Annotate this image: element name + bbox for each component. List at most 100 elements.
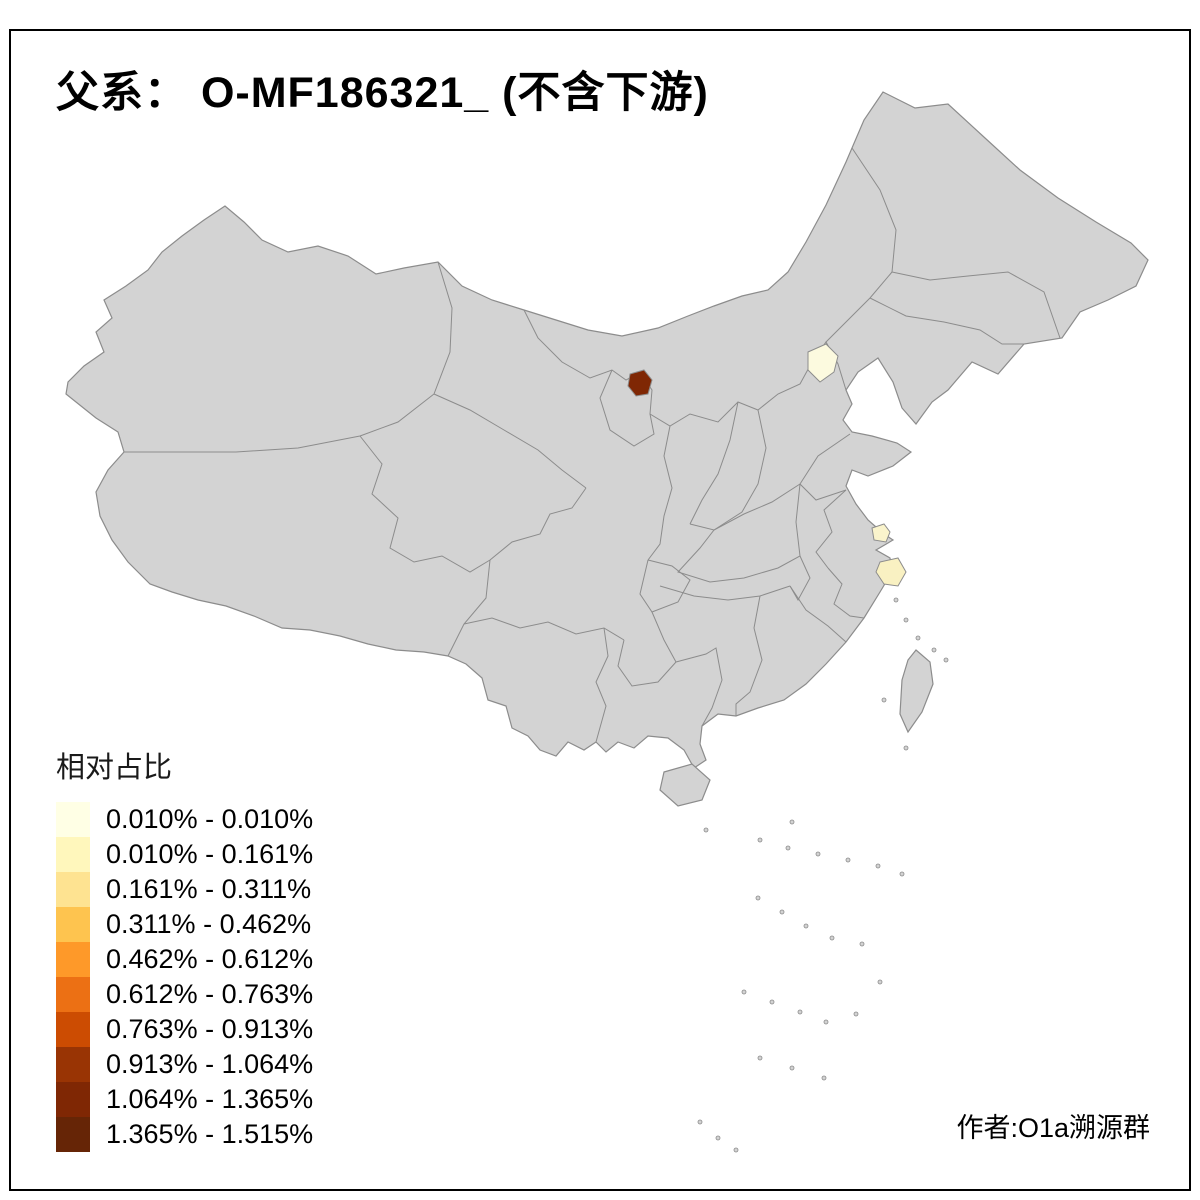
small-island — [779, 909, 785, 915]
legend-item-label: 0.913% - 1.064% — [106, 1049, 314, 1079]
small-island — [785, 845, 791, 851]
coastal-and-south-china-sea-islands — [697, 597, 949, 1153]
legend-item-label: 0.010% - 0.161% — [106, 839, 314, 869]
legend: 相对占比 0.010% - 0.010% 0.010% - 0.161% 0.1… — [56, 744, 313, 1152]
province-border — [124, 435, 361, 453]
province-border — [827, 567, 865, 619]
province-border — [677, 483, 801, 583]
hainan-island — [659, 763, 711, 807]
small-island — [931, 647, 937, 653]
province-border — [689, 401, 739, 525]
province-border — [689, 409, 767, 531]
small-island — [815, 851, 821, 857]
small-island — [757, 1055, 763, 1061]
small-island — [703, 827, 709, 833]
province-border — [675, 647, 723, 727]
small-island — [899, 871, 905, 877]
legend-swatch — [56, 1082, 90, 1117]
legend-swatch — [56, 802, 90, 837]
small-island — [915, 635, 921, 641]
legend-item-label: 0.763% - 0.913% — [106, 1014, 314, 1044]
province-border — [433, 393, 587, 489]
small-island — [823, 1019, 829, 1025]
small-island — [893, 597, 899, 603]
province-border — [447, 559, 491, 657]
small-island — [903, 745, 909, 751]
small-island — [697, 1119, 703, 1125]
small-island — [789, 1065, 795, 1071]
region-beijing — [807, 343, 839, 383]
small-island — [875, 863, 881, 869]
highlighted-regions — [627, 343, 907, 587]
legend-item: 0.612% - 0.763% — [56, 977, 313, 1012]
province-border — [789, 585, 847, 643]
small-island — [821, 1075, 827, 1081]
small-island — [943, 657, 949, 663]
small-island — [877, 979, 883, 985]
legend-swatch — [56, 907, 90, 942]
legend-swatch — [56, 942, 90, 977]
province-border — [789, 555, 811, 602]
region-ningxia — [627, 369, 653, 397]
small-island — [803, 923, 809, 929]
china-landmass — [65, 91, 1149, 807]
province-border — [891, 271, 1061, 339]
legend-item-label: 0.612% - 0.763% — [106, 979, 314, 1009]
legend-swatch — [56, 1012, 90, 1047]
legend-item-label: 0.161% - 0.311% — [106, 874, 312, 904]
province-border — [869, 297, 1024, 345]
province-border — [489, 487, 587, 561]
legend-item: 0.311% - 0.462% — [56, 907, 313, 942]
legend-item: 0.010% - 0.010% — [56, 802, 313, 837]
small-island — [859, 941, 865, 947]
legend-item-label: 0.010% - 0.010% — [106, 804, 314, 834]
legend-swatch — [56, 977, 90, 1012]
small-island — [757, 837, 763, 843]
province-border — [617, 639, 677, 687]
legend-item: 0.462% - 0.612% — [56, 942, 313, 977]
legend-item-label: 0.462% - 0.612% — [106, 944, 314, 974]
small-island — [715, 1135, 721, 1141]
small-island — [741, 989, 747, 995]
small-island — [789, 819, 795, 825]
province-border — [815, 489, 847, 569]
china-mainland-outline — [65, 91, 1149, 769]
province-border — [599, 369, 655, 447]
legend-item: 0.010% - 0.161% — [56, 837, 313, 872]
region-zhejiang — [875, 557, 907, 587]
legend-item: 0.763% - 0.913% — [56, 1012, 313, 1047]
legend-swatch — [56, 872, 90, 907]
small-island — [903, 617, 909, 623]
province-border — [595, 627, 609, 743]
small-island — [797, 1009, 803, 1015]
province-border — [651, 611, 677, 663]
legend-item-label: 1.365% - 1.515% — [106, 1119, 314, 1149]
legend-item: 1.365% - 1.515% — [56, 1117, 313, 1152]
small-island — [829, 935, 835, 941]
legend-item-label: 1.064% - 1.365% — [106, 1084, 314, 1114]
province-border — [359, 435, 491, 573]
map-title: 父系： O-MF186321_ (不含下游) — [56, 69, 709, 117]
small-island — [769, 999, 775, 1005]
small-island — [733, 1147, 739, 1153]
taiwan-island — [899, 649, 934, 734]
province-border — [359, 261, 453, 437]
legend-title: 相对占比 — [56, 752, 173, 784]
province-border — [735, 595, 763, 716]
legend-swatch — [56, 837, 90, 872]
province-border — [647, 425, 673, 561]
legend-item: 0.161% - 0.311% — [56, 872, 313, 907]
province-borders — [124, 147, 1061, 743]
legend-item: 0.913% - 1.064% — [56, 1047, 313, 1082]
region-shanghai — [871, 523, 891, 543]
small-island — [755, 895, 761, 901]
legend-swatch — [56, 1047, 90, 1082]
small-island — [881, 697, 887, 703]
small-island — [845, 857, 851, 863]
legend-item: 1.064% - 1.365% — [56, 1082, 313, 1117]
small-island — [853, 1011, 859, 1017]
legend-item-label: 0.311% - 0.462% — [106, 909, 312, 939]
legend-swatch — [56, 1117, 90, 1152]
